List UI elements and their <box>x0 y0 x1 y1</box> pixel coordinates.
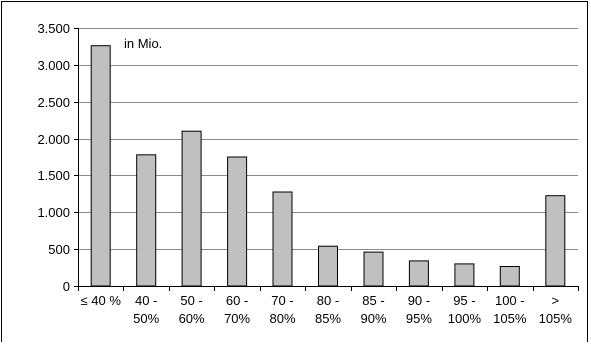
y-tick-label: 2.500 <box>37 95 70 110</box>
x-tick-label: 40 -50% <box>133 293 159 326</box>
bar <box>272 191 293 287</box>
bar <box>545 195 566 287</box>
y-tick-label: 1.000 <box>37 205 70 220</box>
y-tick-label: 3.000 <box>37 58 70 73</box>
y-tick-label: 0 <box>63 279 70 294</box>
x-tick-label: 80 -85% <box>315 293 341 326</box>
y-tick-label: 1.500 <box>37 168 70 183</box>
unit-annotation: in Mio. <box>124 36 162 51</box>
bars <box>90 45 566 287</box>
bar <box>318 245 338 287</box>
gridlines <box>78 28 578 250</box>
y-tick-label: 2.000 <box>37 132 70 147</box>
x-tick-label: 85 -90% <box>360 293 386 326</box>
bar <box>227 156 248 287</box>
bar <box>90 45 111 287</box>
axes <box>74 28 579 291</box>
x-tick-label: ≤ 40 % <box>81 293 122 308</box>
bar <box>408 260 429 287</box>
y-axis-tick-labels: 0 500 1.000 1.500 2.000 2.500 3.000 3.500 <box>37 21 70 294</box>
x-tick-label: 100 -105% <box>493 293 527 326</box>
bar <box>136 154 157 287</box>
x-tick-label: 95 -100% <box>448 293 482 326</box>
bar <box>363 251 384 287</box>
x-tick-label: 60 -70% <box>224 293 250 326</box>
x-tick-label: 90 -95% <box>406 293 432 326</box>
bar <box>181 130 202 287</box>
x-tick-label: >105% <box>539 293 573 326</box>
x-axis-tick-labels: ≤ 40 % 40 -50% 50 -60% 60 -70% 70 -80% 80 -85… <box>81 293 573 326</box>
bar <box>454 263 475 287</box>
y-tick-label: 3.500 <box>37 21 70 36</box>
x-tick-label: 50 -60% <box>179 293 205 326</box>
x-tick-label: 70 -80% <box>269 293 295 326</box>
y-tick-label: 500 <box>48 242 70 257</box>
bar <box>499 266 520 287</box>
